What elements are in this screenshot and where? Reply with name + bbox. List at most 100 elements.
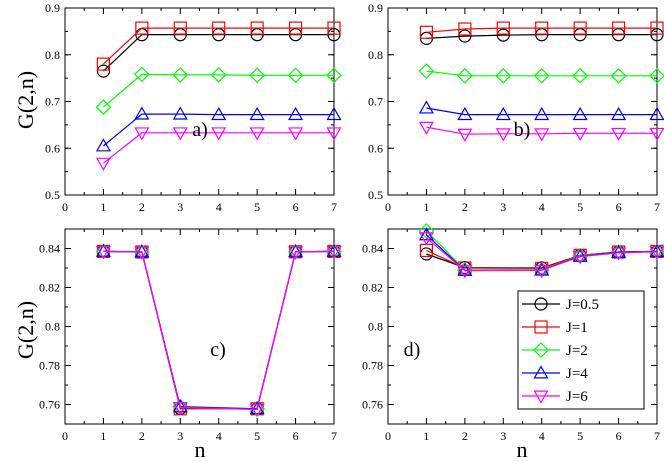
legend-label: J=6 xyxy=(566,389,588,405)
data-point-marker xyxy=(458,29,472,43)
data-point-marker xyxy=(326,127,342,141)
data-point-marker xyxy=(534,106,550,121)
y-tick-label: 0.78 xyxy=(39,359,60,373)
series-J=0.5 xyxy=(419,28,664,45)
legend-label: J=4 xyxy=(566,366,588,382)
series-J=4 xyxy=(95,106,342,152)
x-axis-title-left: n xyxy=(195,437,206,461)
series-line xyxy=(426,70,657,77)
data-point-marker xyxy=(327,21,341,35)
data-point-marker xyxy=(649,106,664,121)
data-point-marker xyxy=(418,100,434,114)
data-point-marker xyxy=(172,106,188,120)
panel-label: a) xyxy=(192,119,208,141)
legend-marker xyxy=(534,320,548,334)
data-point-marker xyxy=(95,157,111,171)
series-line xyxy=(103,113,334,147)
x-tick-label: 6 xyxy=(616,200,622,214)
series-J=1 xyxy=(96,21,341,71)
data-point-marker xyxy=(495,67,512,84)
series-J=4 xyxy=(95,243,342,415)
series-line xyxy=(103,250,335,410)
panel-2: 0 1 2 3 4 5 6 7 0.5 0.6 0.7 0.8 0.9 b) xyxy=(368,1,664,214)
data-point-marker xyxy=(572,67,588,84)
data-point-marker xyxy=(534,128,550,142)
data-point-marker xyxy=(172,401,188,416)
series-J=6 xyxy=(418,121,664,142)
data-point-marker xyxy=(326,106,342,121)
x-tick-label: 7 xyxy=(331,429,337,443)
legend-label: J=0.5 xyxy=(566,297,599,313)
data-point-marker xyxy=(649,67,664,84)
data-point-marker xyxy=(96,57,111,71)
y-tick-label: 0.8 xyxy=(45,48,60,62)
x-tick-label: 2 xyxy=(139,429,145,443)
legend: J=0.5 J=1 J=2 J=4 J=6 xyxy=(517,290,645,410)
series-line xyxy=(103,73,334,108)
series-line xyxy=(103,250,335,411)
data-point-marker xyxy=(249,67,265,84)
x-tick-label: 5 xyxy=(254,200,260,214)
y-tick-label: 0.7 xyxy=(45,95,60,109)
y-tick-label: 0.8 xyxy=(368,48,383,62)
y-tick-label: 0.76 xyxy=(39,398,60,412)
plot-frame xyxy=(387,7,658,196)
y-tick-label: 0.82 xyxy=(39,281,60,295)
data-point-marker xyxy=(249,106,265,121)
data-point-marker xyxy=(650,21,664,35)
x-tick-label: 3 xyxy=(177,200,183,214)
y-tick-label: 0.7 xyxy=(368,95,383,109)
data-point-marker xyxy=(649,127,664,141)
series-line xyxy=(103,250,335,410)
panel-1: 0 1 2 3 4 5 6 7 0.5 0.6 0.7 0.8 0.9 a) xyxy=(45,1,342,214)
series-J=6 xyxy=(95,245,342,418)
x-tick-label: 4 xyxy=(539,200,545,214)
x-tick-label: 3 xyxy=(500,200,506,214)
legend-marker xyxy=(533,365,549,379)
data-point-marker xyxy=(458,261,472,275)
data-point-marker xyxy=(96,64,111,78)
data-point-marker xyxy=(418,232,434,246)
data-point-marker xyxy=(212,21,226,35)
x-tick-label: 1 xyxy=(100,200,106,214)
panel-4: 0 1 2 3 4 5 6 7 0.76 0.78 0.8 0.82 0.84 d) J=0.5 J=1 J=2… xyxy=(362,223,664,443)
legend-entry: J=2 xyxy=(522,342,588,359)
series-J=1 xyxy=(96,244,341,416)
data-point-marker xyxy=(611,21,626,35)
y-tick-label: 0.5 xyxy=(368,188,383,202)
data-point-marker xyxy=(134,244,150,258)
legend-entry: J=0.5 xyxy=(522,297,599,313)
data-point-marker xyxy=(495,106,511,121)
data-point-marker xyxy=(287,67,304,84)
x-tick-label: 2 xyxy=(139,200,145,214)
x-tick-label: 0 xyxy=(385,200,391,214)
y-axis-title-top: G(2,n) xyxy=(13,71,38,129)
data-point-marker xyxy=(418,121,434,135)
x-tick-label: 4 xyxy=(539,429,545,443)
legend-label: J=2 xyxy=(566,343,588,359)
series-J=2 xyxy=(95,66,342,115)
data-point-marker xyxy=(611,127,627,141)
data-point-marker xyxy=(419,25,434,39)
y-tick-label: 0.6 xyxy=(368,141,383,155)
data-point-marker xyxy=(135,21,149,35)
data-point-marker xyxy=(172,399,188,413)
y-tick-label: 0.9 xyxy=(368,1,383,15)
x-tick-label: 5 xyxy=(577,200,583,214)
x-tick-label: 4 xyxy=(216,200,222,214)
data-point-marker xyxy=(288,246,304,260)
data-point-marker xyxy=(495,128,511,142)
panels-layer: 0 1 2 3 4 5 6 70.50.60.70.80.9a)0 1 2 3 4 5 6 70.50.60… xyxy=(39,1,664,443)
data-point-marker xyxy=(535,21,549,35)
data-point-marker xyxy=(457,265,473,279)
series-J=2 xyxy=(418,63,664,84)
data-point-marker xyxy=(611,244,627,258)
legend-marker xyxy=(533,342,549,358)
data-point-marker xyxy=(572,251,588,265)
data-point-marker xyxy=(288,244,304,258)
data-point-marker xyxy=(134,246,150,260)
x-tick-label: 2 xyxy=(462,200,468,214)
legend-marker xyxy=(533,390,549,404)
panel-label: c) xyxy=(210,339,226,361)
data-point-marker xyxy=(326,245,342,260)
